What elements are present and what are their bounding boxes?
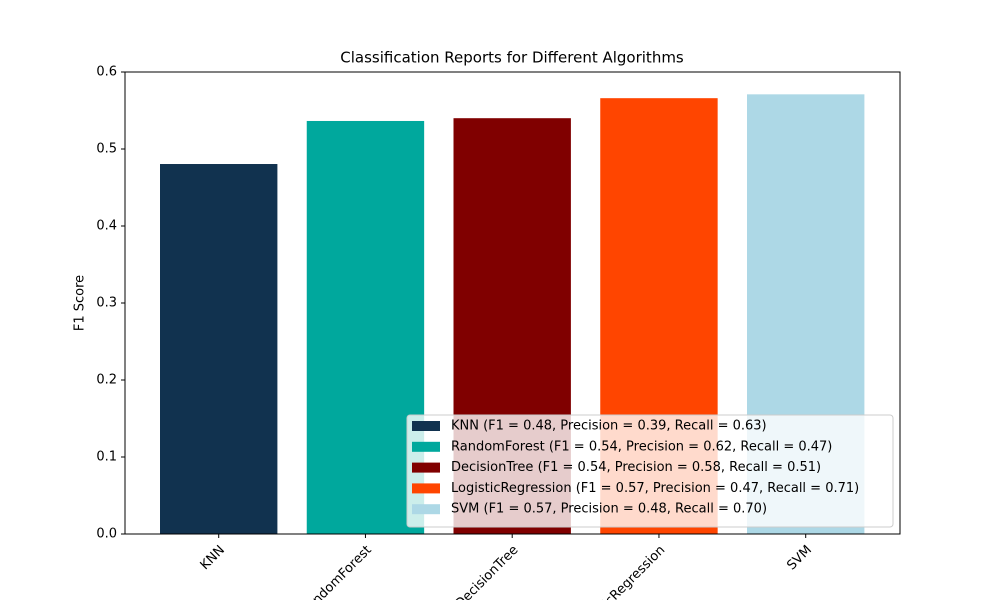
x-tick-label: KNN	[198, 543, 228, 573]
y-tick-label: 0.2	[96, 373, 117, 388]
legend-swatch	[412, 421, 440, 431]
x-tick-label: LogisticRegression	[572, 543, 668, 600]
y-tick-label: 0.4	[96, 219, 117, 234]
x-tick-label: DecisionTree	[453, 543, 522, 600]
bar	[160, 164, 278, 534]
legend-box	[406, 414, 894, 528]
plot-frame	[124, 71, 901, 535]
y-tick-label: 0.5	[96, 142, 117, 157]
legend-swatch	[412, 462, 440, 473]
legend-label: RandomForest (F1 = 0.54, Precision = 0.6…	[451, 439, 832, 454]
legend-label: LogisticRegression (F1 = 0.57, Precision…	[451, 481, 859, 496]
legend-label: DecisionTree (F1 = 0.54, Precision = 0.5…	[451, 460, 821, 475]
bar	[306, 120, 425, 535]
y-tick-label: 0.1	[96, 450, 117, 465]
legend-label: SVM (F1 = 0.57, Precision = 0.48, Recall…	[451, 502, 767, 517]
y-tick-label: 0.0	[96, 527, 117, 542]
legend-swatch	[412, 441, 440, 452]
legend: KNN (F1 = 0.48, Precision = 0.39, Recall…	[406, 414, 894, 528]
legend-label: KNN (F1 = 0.48, Precision = 0.39, Recall…	[451, 419, 767, 434]
x-tick-label: RandomForest	[298, 543, 375, 600]
y-tick-label: 0.6	[96, 65, 117, 80]
chart-title: Classification Reports for Different Alg…	[340, 49, 684, 67]
x-tick-label: SVM	[784, 543, 815, 574]
y-tick-label: 0.3	[96, 296, 117, 311]
y-axis-label: F1 Score	[73, 275, 88, 331]
legend-swatch	[412, 483, 440, 494]
legend-swatch	[412, 504, 440, 515]
